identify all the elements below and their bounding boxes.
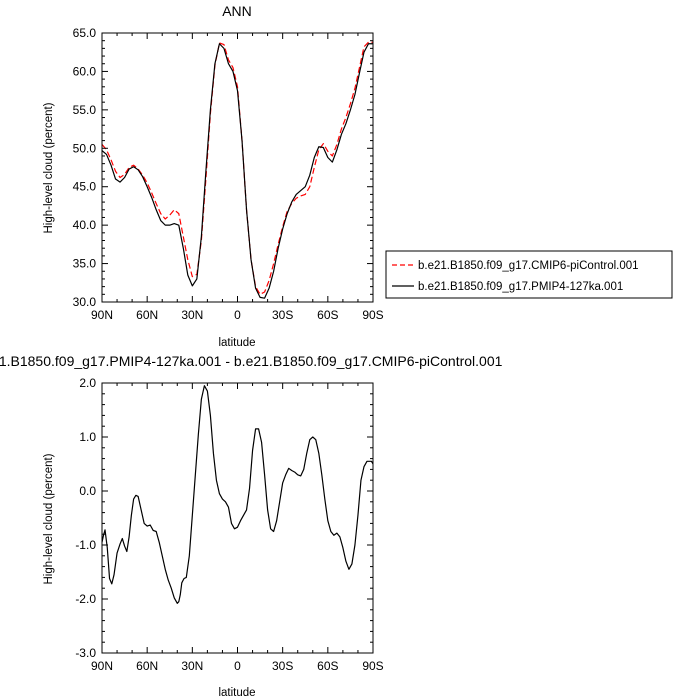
bottom-x-tick-label: 0 bbox=[234, 659, 241, 673]
bottom-chart-title: b.e21.B1850.f09_g17.PMIP4-127ka.001 - b.… bbox=[0, 353, 503, 369]
top-chart-title: ANN bbox=[222, 3, 252, 19]
legend-label-picontrol: b.e21.B1850.f09_g17.CMIP6-piControl.001 bbox=[418, 260, 639, 272]
top-series-line-0 bbox=[101, 41, 373, 295]
bottom-y-tick-label: 2.0 bbox=[79, 376, 96, 390]
top-y-tick-label: 45.0 bbox=[73, 180, 97, 194]
bottom-x-tick-label: 90S bbox=[362, 659, 383, 673]
top-panel: ANN 90N 60N 30N 0 30S 60S 90S 30.0 35.0 40.0 45.0 5… bbox=[43, 3, 384, 349]
bottom-series-line-0 bbox=[101, 385, 374, 604]
top-y-tick-label: 35.0 bbox=[73, 257, 97, 271]
bottom-x-axis-label: latitude bbox=[218, 687, 255, 699]
bottom-y-tick-label: -1.0 bbox=[75, 538, 96, 552]
bottom-plot-area: 90N 60N 30N 0 30S 60S 90S -3.0 -2.0 -1.0 0.0 1.0 2.0 bbox=[75, 376, 383, 673]
top-y-tick-label: 55.0 bbox=[73, 103, 97, 117]
top-x-tick-label: 30N bbox=[181, 308, 203, 322]
bottom-y-tick-label: 1.0 bbox=[79, 430, 96, 444]
bottom-y-tick-label: -3.0 bbox=[75, 646, 96, 660]
top-x-axis-label: latitude bbox=[218, 337, 255, 349]
bottom-x-tick-label: 30S bbox=[272, 659, 293, 673]
top-legend: b.e21.B1850.f09_g17.CMIP6-piControl.001 … bbox=[385, 250, 673, 299]
bottom-x-tick-label: 30N bbox=[181, 659, 203, 673]
top-y-tick-label: 65.0 bbox=[73, 26, 97, 40]
legend-box bbox=[385, 250, 673, 299]
top-y-tick-label: 60.0 bbox=[73, 64, 97, 78]
bottom-y-tick-label: 0.0 bbox=[79, 484, 96, 498]
top-y-tick-label: 30.0 bbox=[73, 295, 97, 309]
top-x-tick-label: 90N bbox=[91, 308, 113, 322]
bottom-x-tick-label: 60S bbox=[317, 659, 338, 673]
bottom-y-axis-label: High-level cloud (percent) bbox=[43, 453, 55, 584]
top-x-tick-label: 60S bbox=[317, 308, 338, 322]
top-series-line-1 bbox=[101, 43, 373, 299]
top-x-tick-label: 90S bbox=[362, 308, 383, 322]
bottom-y-tick-label: -2.0 bbox=[75, 592, 96, 606]
bottom-x-tick-label: 60N bbox=[136, 659, 158, 673]
top-x-tick-label: 30S bbox=[272, 308, 293, 322]
top-plot-area: 90N 60N 30N 0 30S 60S 90S 30.0 35.0 40.0 45.0 50.0 5… bbox=[73, 26, 384, 322]
bottom-panel: b.e21.B1850.f09_g17.PMIP4-127ka.001 - b.… bbox=[0, 353, 503, 699]
bottom-x-tick-label: 90N bbox=[91, 659, 113, 673]
top-y-tick-label: 40.0 bbox=[73, 218, 97, 232]
top-x-tick-label: 60N bbox=[136, 308, 158, 322]
legend-label-127ka: b.e21.B1850.f09_g17.PMIP4-127ka.001 bbox=[418, 281, 623, 293]
top-plot-frame bbox=[101, 32, 374, 303]
top-x-tick-label: 0 bbox=[234, 308, 241, 322]
top-y-tick-label: 50.0 bbox=[73, 141, 97, 155]
top-y-axis-label: High-level cloud (percent) bbox=[43, 102, 55, 233]
